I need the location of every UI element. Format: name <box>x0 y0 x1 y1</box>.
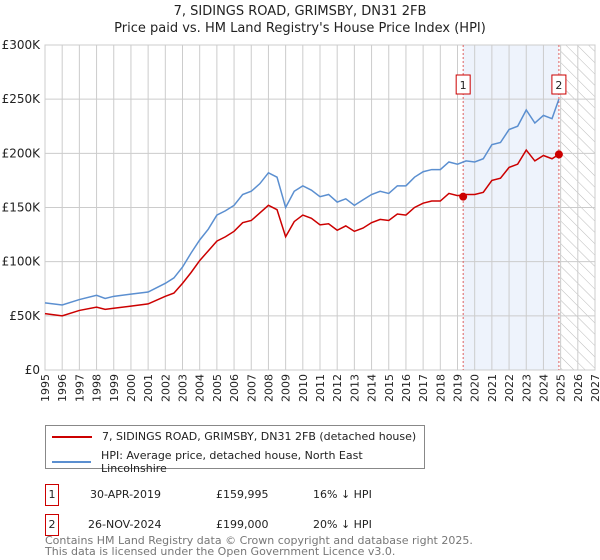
legend-swatch-red <box>52 435 92 438</box>
sale-point <box>459 192 468 201</box>
legend-label: HPI: Average price, detached house, Nort… <box>101 449 363 475</box>
x-tick-label: 2008 <box>262 374 275 402</box>
footer: Contains HM Land Registry data © Crown c… <box>45 535 473 557</box>
legend: 7, SIDINGS ROAD, GRIMSBY, DN31 2FB (deta… <box>45 425 425 475</box>
x-tick-label: 2004 <box>194 374 207 402</box>
x-tick-label: 2010 <box>297 374 310 402</box>
footer-line: Contains HM Land Registry data © Crown c… <box>45 534 473 547</box>
x-tick-label: 2027 <box>589 374 600 402</box>
sale-price: £159,995 <box>216 488 269 501</box>
x-tick-label: 2006 <box>228 374 241 402</box>
sale-hpi-diff: 16% ↓ HPI <box>313 488 372 501</box>
x-tick-label: 2009 <box>280 374 293 402</box>
y-tick-label: £50K <box>9 309 41 323</box>
x-tick-label: 1998 <box>91 374 104 402</box>
x-tick-label: 1999 <box>108 374 121 402</box>
x-tick-label: 2016 <box>400 374 413 402</box>
x-tick-label: 2019 <box>452 374 465 402</box>
y-tick-label: £100K <box>2 255 42 269</box>
sale-date: 30-APR-2019 <box>90 488 162 501</box>
sale-badge: 1 <box>45 484 59 506</box>
legend-label: 7, SIDINGS ROAD, GRIMSBY, DN31 2FB (deta… <box>102 430 417 443</box>
x-tick-label: 2003 <box>177 374 190 402</box>
x-tick-label: 2026 <box>572 374 585 402</box>
x-tick-label: 2012 <box>331 374 344 402</box>
x-tick-label: 2005 <box>211 374 224 402</box>
x-tick-label: 1997 <box>73 374 86 402</box>
sale-date: 26-NOV-2024 <box>88 518 162 531</box>
y-tick-label: £300K <box>2 38 42 52</box>
x-tick-label: 2007 <box>245 374 258 402</box>
x-tick-label: 2001 <box>142 374 155 402</box>
legend-item-hpi: HPI: Average price, detached house, Nort… <box>52 449 424 475</box>
hpi-line <box>44 98 560 306</box>
legend-item-property: 7, SIDINGS ROAD, GRIMSBY, DN31 2FB (deta… <box>52 430 416 443</box>
legend-swatch-blue <box>52 461 92 463</box>
sale-marker-box <box>455 74 471 95</box>
chart-title: 7, SIDINGS ROAD, GRIMSBY, DN31 2FB <box>173 4 427 19</box>
sale-point <box>554 150 563 159</box>
x-tick-label: 2015 <box>383 374 396 402</box>
x-tick-label: 2011 <box>314 374 327 402</box>
x-tick-label: 2017 <box>417 374 430 402</box>
y-tick-label: £150K <box>2 201 42 215</box>
x-tick-label: 2022 <box>503 374 516 402</box>
x-tick-label: 2024 <box>537 374 550 402</box>
x-tick-label: 2000 <box>125 374 138 402</box>
y-tick-label: £200K <box>2 146 42 160</box>
x-tick-label: 1996 <box>56 374 69 402</box>
x-tick-label: 2018 <box>434 374 447 402</box>
footer-line: This data is licensed under the Open Gov… <box>45 545 396 558</box>
x-tick-label: 2025 <box>555 374 568 402</box>
chart-subtitle: Price paid vs. HM Land Registry's House … <box>114 21 486 36</box>
sale-price: £199,000 <box>216 518 269 531</box>
sale-marker-label: 2 <box>555 79 562 92</box>
sale-marker-box <box>551 74 567 95</box>
sale-badge: 2 <box>45 514 59 536</box>
plot-border <box>44 44 596 371</box>
price-line <box>44 148 560 317</box>
x-tick-label: 2020 <box>469 374 482 402</box>
x-tick-label: 2014 <box>366 374 379 402</box>
y-tick-label: £0 <box>25 363 40 377</box>
x-tick-label: 2013 <box>348 374 361 402</box>
x-tick-label: 2021 <box>486 374 499 402</box>
plot-area: 1995 1996 1997 1998 1999 2000 2001 2002 2003 2004… <box>2 38 600 402</box>
sale-hpi-diff: 20% ↓ HPI <box>313 518 372 531</box>
x-tick-label: 1995 <box>39 374 52 402</box>
x-tick-label: 2002 <box>159 374 172 402</box>
x-tick-label: 2023 <box>520 374 533 402</box>
sale-marker-label: 1 <box>460 79 467 92</box>
y-tick-label: £250K <box>2 92 42 106</box>
